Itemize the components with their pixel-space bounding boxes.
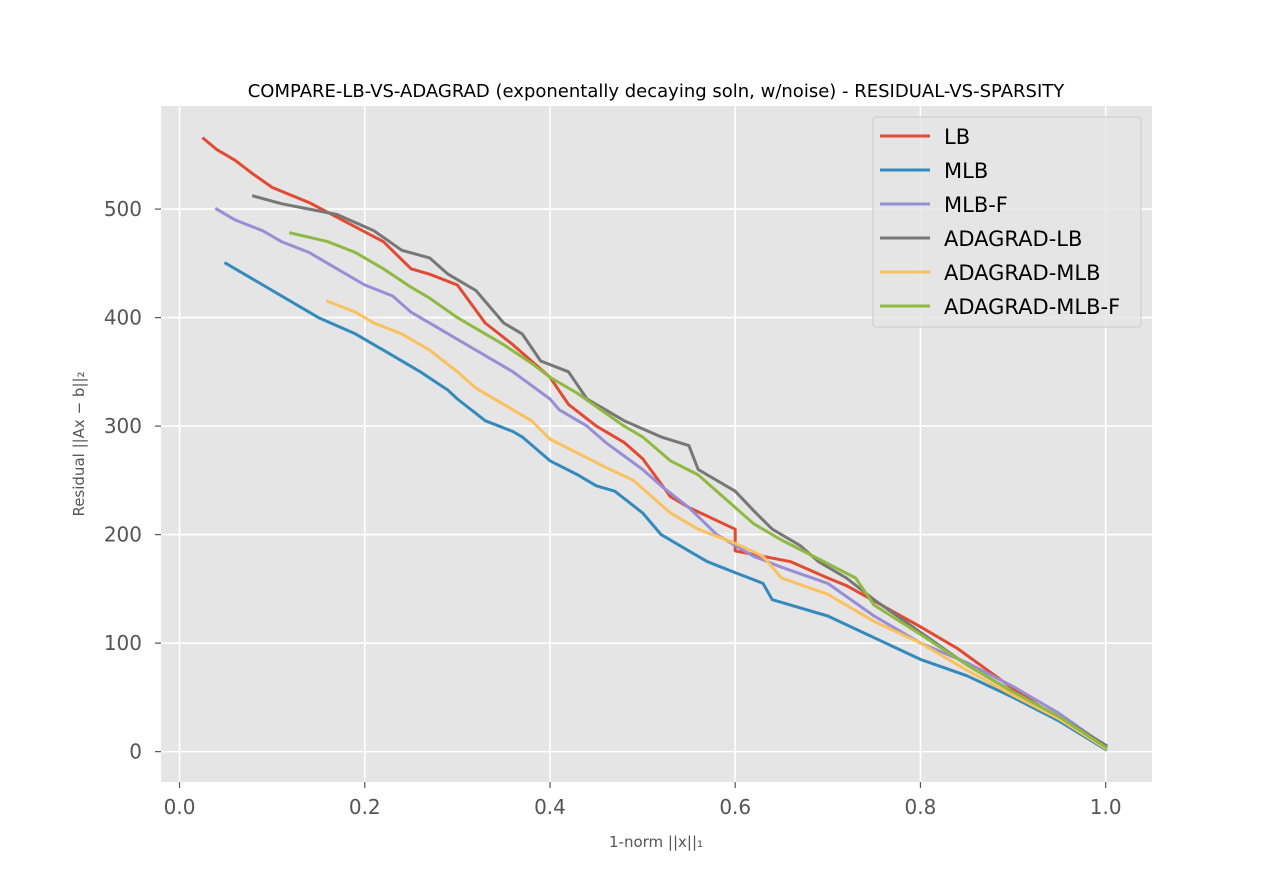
legend-label: ADAGRAD-MLB-F <box>944 295 1120 319</box>
y-tick-label: 0 <box>129 740 142 764</box>
y-tick-label: 300 <box>104 414 142 438</box>
series-line-adagrad-mlb <box>325 299 1108 751</box>
chart-title: COMPARE-LB-VS-ADAGRAD (exponentally deca… <box>248 81 1066 102</box>
x-tick-label: 0.6 <box>719 795 751 819</box>
legend-label: MLB <box>944 159 988 183</box>
y-tick-label: 100 <box>104 631 142 655</box>
x-tick-label: 0.0 <box>164 795 196 819</box>
series-line-mlb <box>223 261 1108 752</box>
y-axis-label: Residual ||Ax − b||₂ <box>70 371 88 516</box>
legend: LB MLB MLB-F ADAGRAD-LB ADAGRAD-MLB ADAGRAD-M… <box>872 116 1142 328</box>
y-tick-label: 500 <box>104 197 142 221</box>
legend-label: MLB-F <box>944 193 1008 217</box>
x-axis-label: 1-norm ||x||₁ <box>609 833 703 851</box>
y-tick-label: 200 <box>104 523 142 547</box>
legend-label: ADAGRAD-LB <box>944 227 1082 251</box>
legend-label: LB <box>944 125 970 149</box>
legend-box <box>872 116 1142 328</box>
legend-label: ADAGRAD-MLB <box>944 261 1101 285</box>
x-tick-label: 0.2 <box>349 795 381 819</box>
series-layer <box>201 136 1108 752</box>
tick-labels: 0.0 0.2 0.4 0.6 0.8 1.0 0 100 200 300 400 500 <box>104 197 1122 819</box>
x-tick-label: 0.8 <box>905 795 937 819</box>
x-tick-label: 1.0 <box>1090 795 1122 819</box>
y-tick-label: 400 <box>104 306 142 330</box>
series-line-lb <box>201 136 1108 750</box>
series-line-adagrad-mlb-f <box>288 231 1108 750</box>
series-line-adagrad-lb <box>251 194 1108 748</box>
series-line-mlb-f <box>214 207 1108 749</box>
x-tick-label: 0.4 <box>534 795 566 819</box>
